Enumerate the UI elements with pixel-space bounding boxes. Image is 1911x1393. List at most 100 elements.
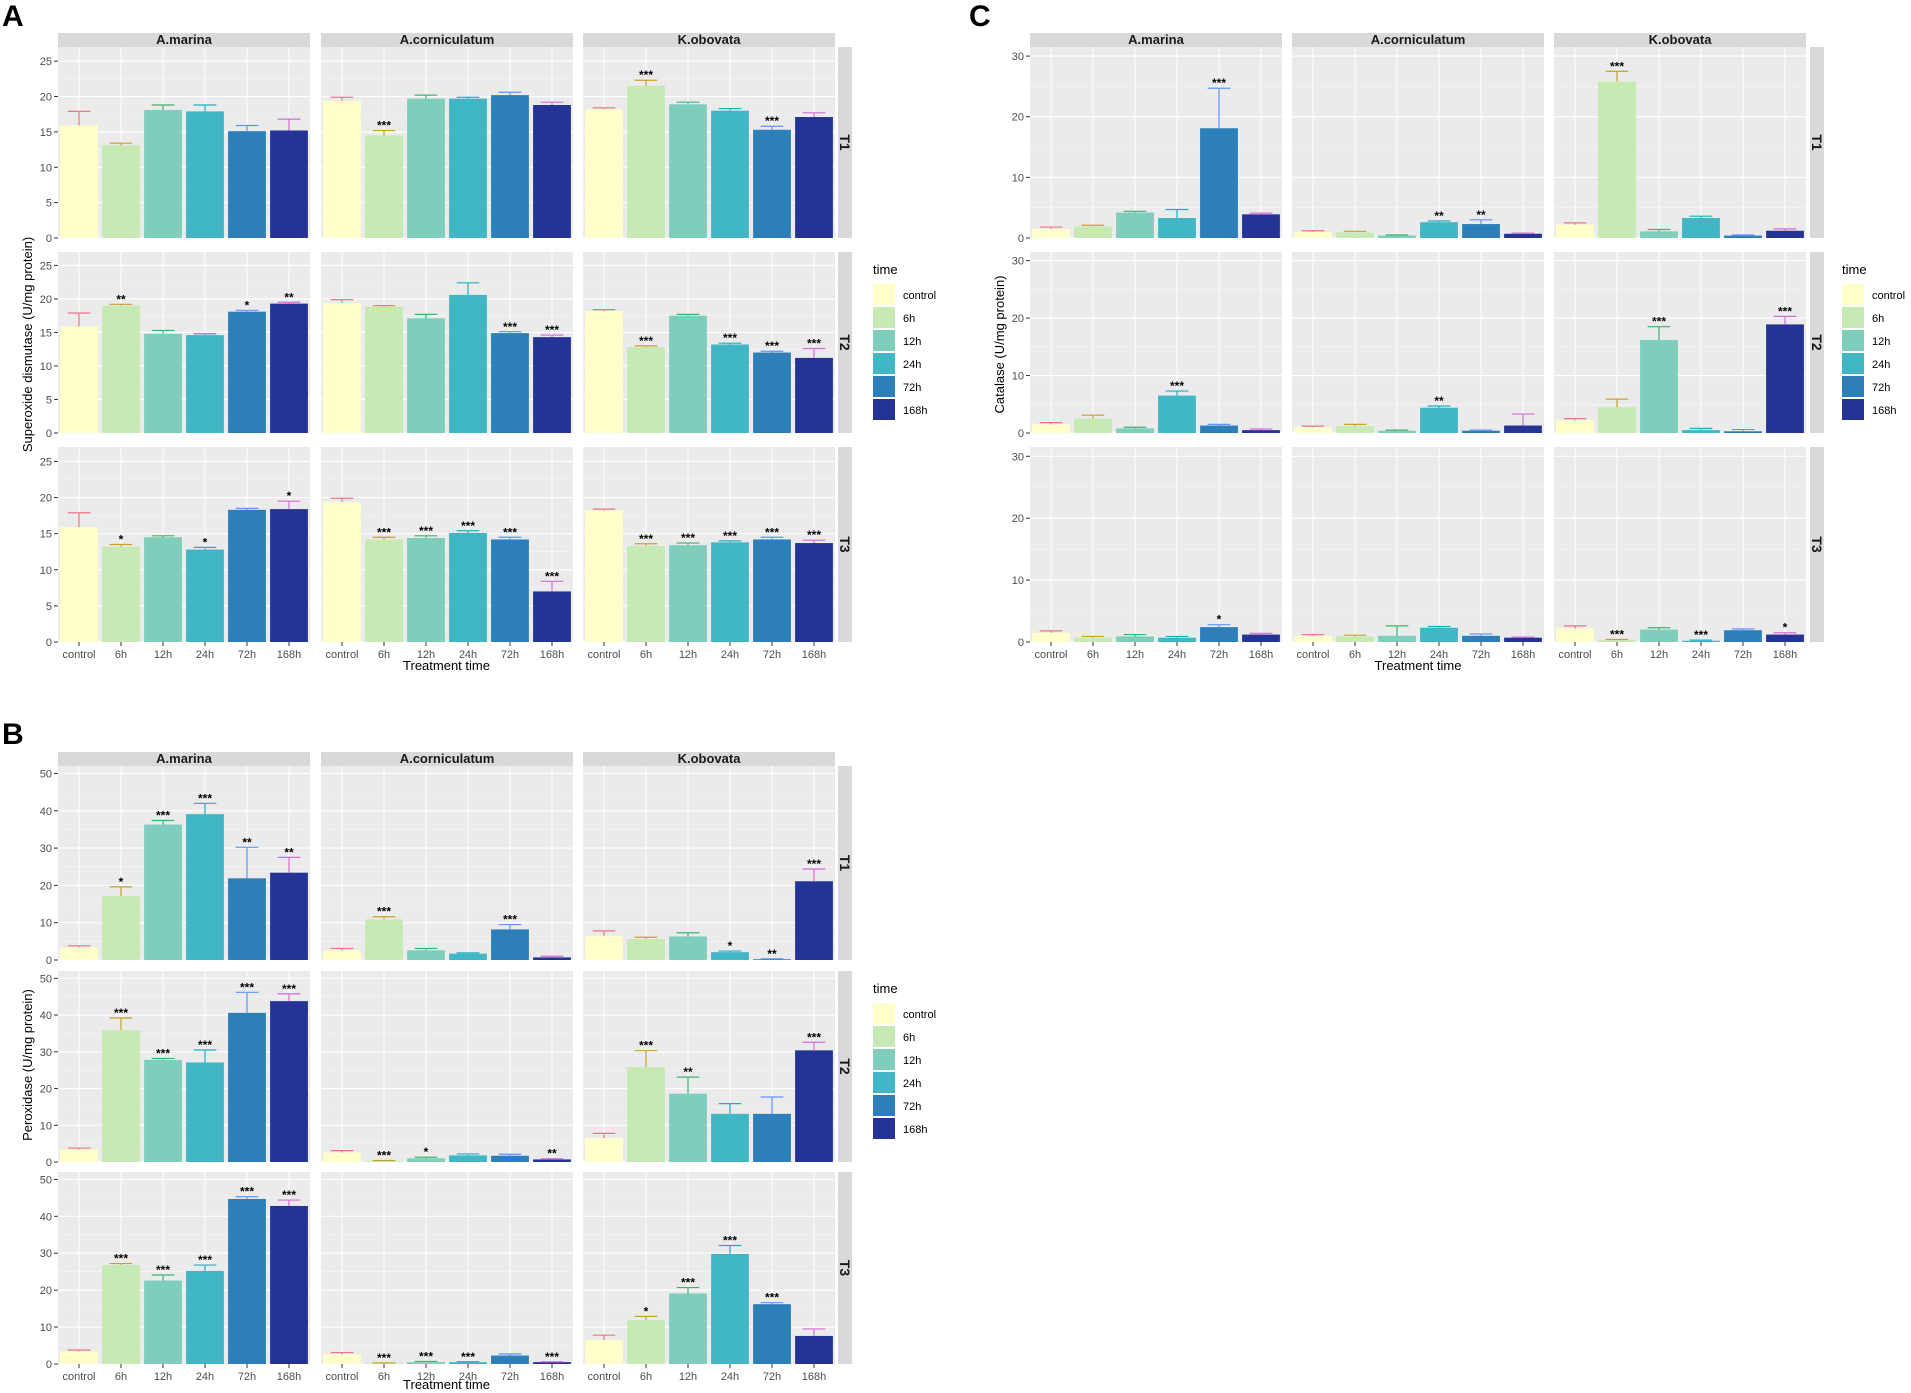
bar-c-r3-c3-24h bbox=[1682, 640, 1720, 642]
facet-background-b-r1-c1 bbox=[58, 766, 310, 960]
bar-c-r2-c2-12h bbox=[1378, 430, 1416, 433]
bar-b-r1-c2-168h bbox=[533, 957, 571, 960]
bar-b-r2-c2-24h bbox=[449, 1155, 487, 1162]
bar-a-r2-c3-12h bbox=[669, 315, 707, 433]
y-tick-label-b-1-3: 30 bbox=[40, 843, 52, 855]
bar-b-r3-c2-168h bbox=[533, 1362, 571, 1364]
bar-b-r3-c1-24h bbox=[186, 1270, 224, 1364]
bar-a-r2-c1-72h bbox=[228, 311, 266, 433]
x-tick-label-c-r3-c3-168h: 168h bbox=[1773, 649, 1797, 661]
bar-a-r1-c3-6h bbox=[627, 85, 665, 238]
bar-b-r2-c3-72h bbox=[753, 1113, 791, 1162]
bar-c-r1-c1-12h bbox=[1116, 212, 1154, 238]
bar-a-r1-c1-6h bbox=[102, 145, 140, 238]
bar-c-r1-c1-control bbox=[1032, 228, 1070, 238]
legend-swatch-b-24h bbox=[873, 1072, 895, 1093]
significance-a-r3-c3-168h: *** bbox=[807, 528, 821, 542]
bar-a-r3-c1-72h bbox=[228, 509, 266, 642]
x-tick-label-b-r3-c3-168h: 168h bbox=[802, 1371, 826, 1383]
bar-a-r3-c2-control bbox=[323, 501, 361, 642]
x-tick-label-b-r3-c2-168h: 168h bbox=[540, 1371, 564, 1383]
legend-swatch-a-24h bbox=[873, 353, 895, 374]
bar-c-r2-c1-control bbox=[1032, 424, 1070, 433]
y-tick-label-b-3-5: 50 bbox=[40, 1174, 52, 1186]
bar-b-r3-c1-control bbox=[60, 1351, 98, 1364]
legend-swatch-b-168h bbox=[873, 1118, 895, 1139]
significance-a-r3-c3-24h: *** bbox=[723, 529, 737, 543]
legend-label-c-168h: 168h bbox=[1872, 405, 1896, 417]
species-strip-c-3 bbox=[1554, 33, 1806, 47]
y-tick-label-a-1-3: 15 bbox=[40, 127, 52, 139]
significance-b-r2-c2-168h: ** bbox=[547, 1147, 557, 1161]
bar-a-r1-c2-12h bbox=[407, 98, 445, 238]
x-tick-label-a-r3-c2-12h: 12h bbox=[417, 649, 435, 661]
significance-b-r2-c1-24h: *** bbox=[198, 1038, 212, 1052]
bar-a-r3-c1-12h bbox=[144, 537, 182, 642]
bar-a-r2-c1-12h bbox=[144, 333, 182, 433]
bar-a-r2-c1-6h bbox=[102, 305, 140, 433]
bar-b-r3-c3-6h bbox=[627, 1320, 665, 1364]
y-tick-label-b-3-2: 20 bbox=[40, 1285, 52, 1297]
facet-background-b-r1-c2 bbox=[321, 766, 573, 960]
bar-a-r2-c3-control bbox=[585, 310, 623, 433]
species-label-b-3: K.obovata bbox=[678, 751, 742, 766]
bar-c-r1-c1-72h bbox=[1200, 128, 1238, 238]
bar-a-r3-c3-6h bbox=[627, 545, 665, 642]
y-tick-label-c-2-3: 30 bbox=[1012, 256, 1024, 268]
bar-a-r2-c3-24h bbox=[711, 344, 749, 433]
bar-b-r3-c2-72h bbox=[491, 1355, 529, 1364]
species-strip-a-2 bbox=[321, 33, 573, 47]
significance-c-r1-c3-6h: *** bbox=[1610, 59, 1624, 73]
significance-c-r2-c2-24h: ** bbox=[1434, 394, 1444, 408]
bar-b-r1-c2-72h bbox=[491, 929, 529, 960]
significance-a-r2-c1-168h: ** bbox=[284, 290, 294, 304]
x-tick-label-a-r3-c3-72h: 72h bbox=[763, 649, 781, 661]
bar-c-r3-c1-12h bbox=[1116, 636, 1154, 642]
facet-background-b-r3-c1 bbox=[58, 1172, 310, 1364]
bar-a-r2-c2-72h bbox=[491, 333, 529, 433]
bar-c-r3-c2-168h bbox=[1504, 637, 1542, 642]
species-strip-a-3 bbox=[583, 33, 835, 47]
y-tick-label-a-3-3: 15 bbox=[40, 529, 52, 541]
treatment-strip-c-2 bbox=[1810, 252, 1824, 433]
significance-a-r1-c3-6h: *** bbox=[639, 68, 653, 82]
bar-b-r1-c1-72h bbox=[228, 878, 266, 960]
legend-swatch-a-12h bbox=[873, 330, 895, 351]
bar-b-r1-c2-24h bbox=[449, 953, 487, 960]
legend-label-c-6h: 6h bbox=[1872, 313, 1884, 325]
bar-a-r1-c2-24h bbox=[449, 98, 487, 238]
species-label-a-3: K.obovata bbox=[678, 32, 742, 47]
bar-c-r3-c3-12h bbox=[1640, 629, 1678, 642]
species-strip-a-1 bbox=[58, 33, 310, 47]
significance-c-r1-c1-72h: *** bbox=[1212, 76, 1226, 90]
treatment-label-b-3: T3 bbox=[837, 1260, 853, 1277]
y-tick-label-c-2-1: 10 bbox=[1012, 371, 1024, 383]
bar-a-r2-c3-168h bbox=[795, 357, 833, 433]
bar-b-r2-c3-6h bbox=[627, 1067, 665, 1162]
treatment-label-c-3: T3 bbox=[1809, 536, 1825, 553]
bar-c-r2-c1-168h bbox=[1242, 430, 1280, 433]
significance-a-r2-c3-6h: *** bbox=[639, 334, 653, 348]
facet-background-c-r1-c2 bbox=[1292, 47, 1544, 238]
y-tick-label-a-3-2: 10 bbox=[40, 565, 52, 577]
significance-b-r2-c3-168h: *** bbox=[807, 1030, 821, 1044]
y-tick-label-a-1-5: 25 bbox=[40, 56, 52, 68]
bar-c-r3-c2-control bbox=[1294, 635, 1332, 642]
y-tick-label-b-1-4: 40 bbox=[40, 806, 52, 818]
bar-b-r3-c3-72h bbox=[753, 1304, 791, 1364]
y-tick-label-c-1-2: 20 bbox=[1012, 112, 1024, 124]
x-tick-label-a-r3-c3-12h: 12h bbox=[679, 649, 697, 661]
bar-c-r1-c3-control bbox=[1556, 224, 1594, 238]
y-tick-label-b-2-3: 30 bbox=[40, 1047, 52, 1059]
x-tick-label-a-r3-c1-72h: 72h bbox=[238, 649, 256, 661]
bar-b-r2-c1-72h bbox=[228, 1012, 266, 1162]
y-tick-label-c-2-2: 20 bbox=[1012, 313, 1024, 325]
bar-a-r3-c2-72h bbox=[491, 539, 529, 642]
significance-b-r3-c1-24h: *** bbox=[198, 1253, 212, 1267]
bar-c-r3-c1-24h bbox=[1158, 637, 1196, 642]
legend-swatch-b-72h bbox=[873, 1095, 895, 1116]
bar-c-r1-c2-24h bbox=[1420, 222, 1458, 238]
facet-background-b-r2-c3 bbox=[583, 971, 835, 1162]
significance-b-r3-c3-24h: *** bbox=[723, 1233, 737, 1247]
bar-a-r2-c2-control bbox=[323, 302, 361, 433]
